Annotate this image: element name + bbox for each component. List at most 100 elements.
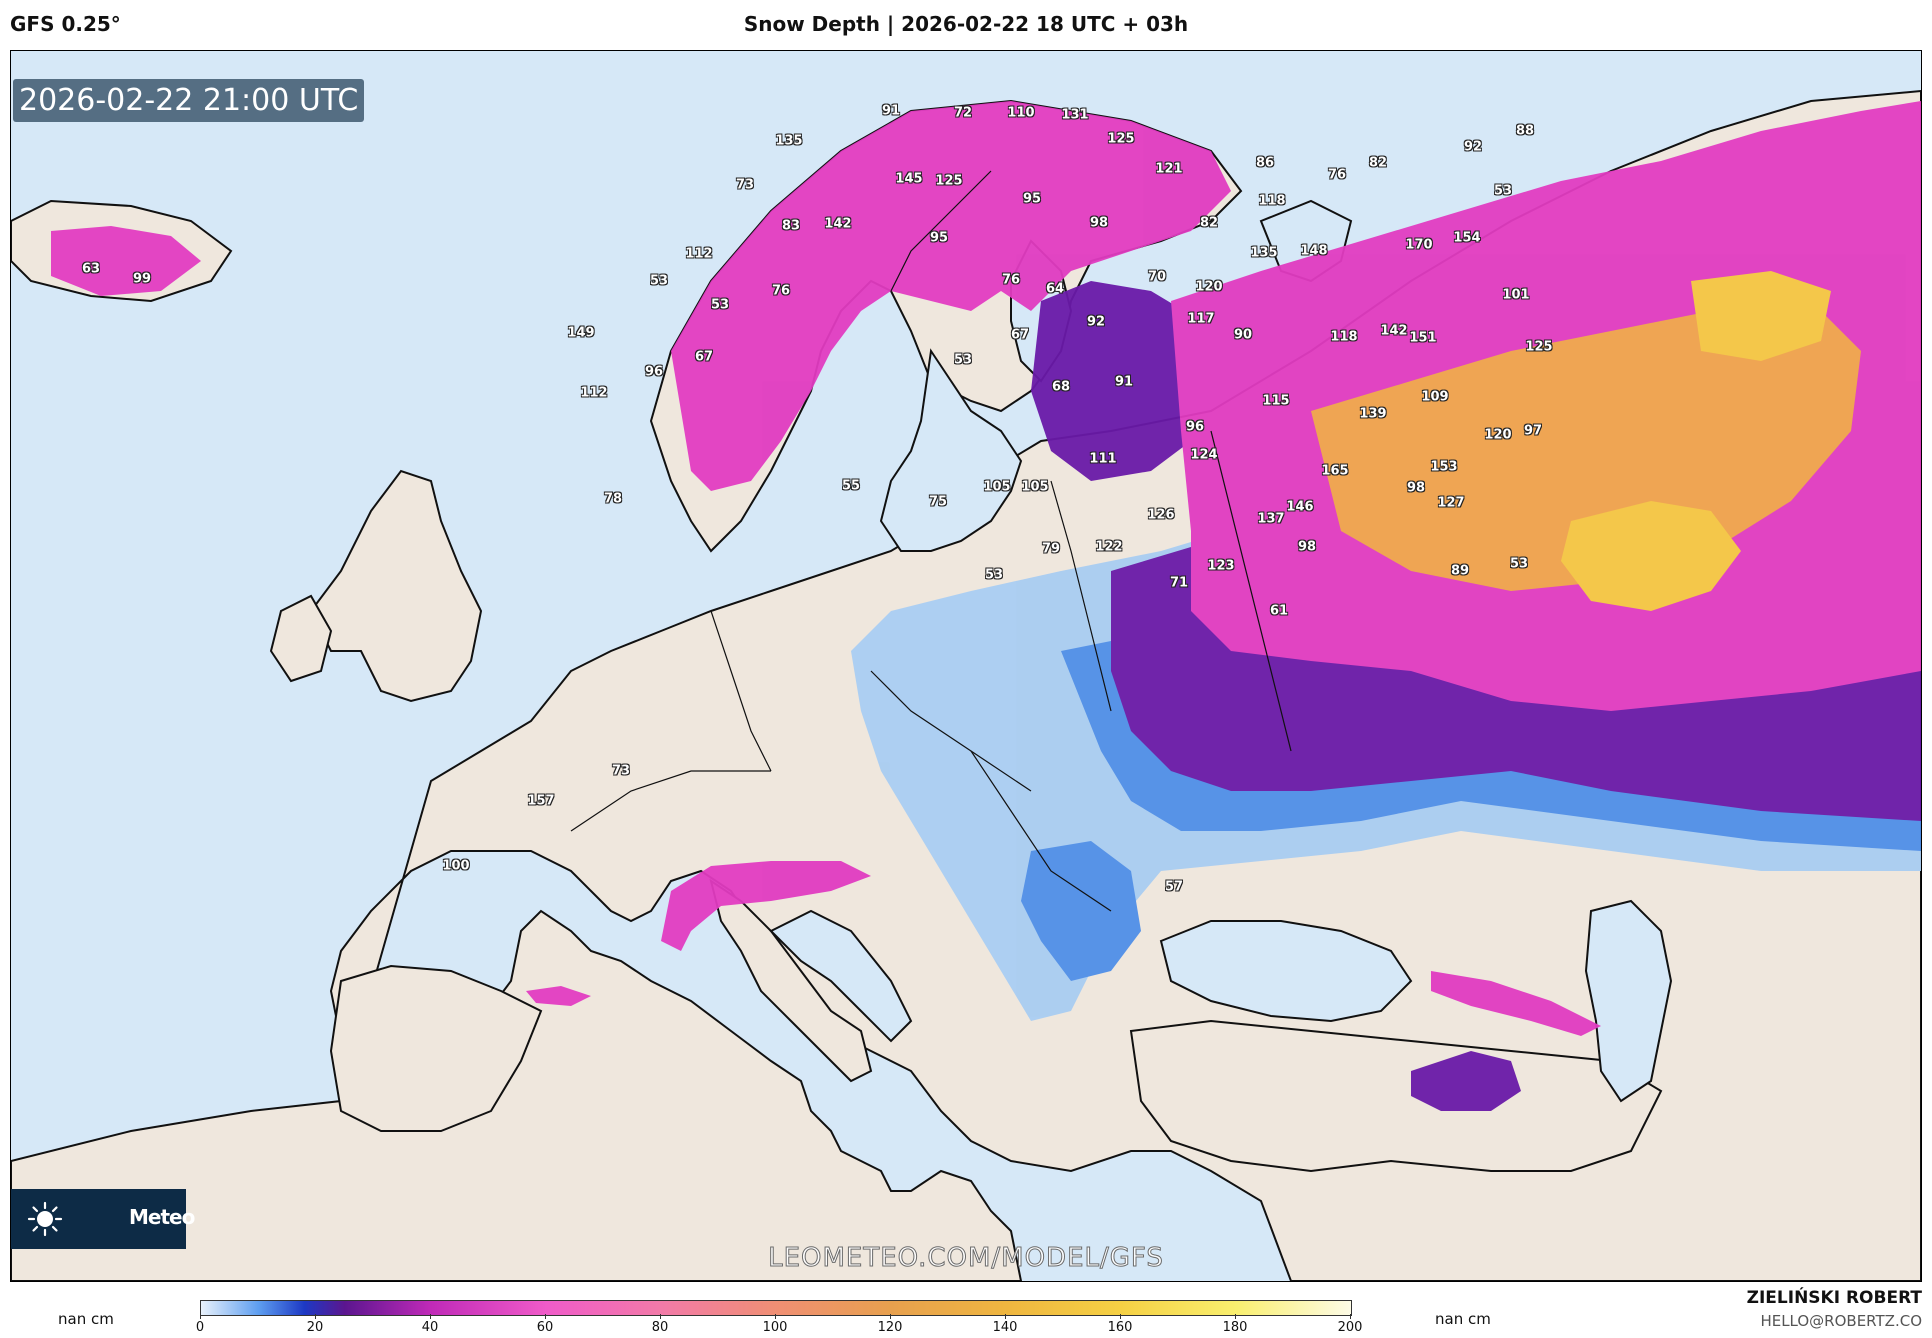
caspian-sea [1584, 899, 1673, 1103]
colorbar-tick-mark [200, 1314, 201, 1319]
black-sea [1159, 920, 1413, 1023]
snow-depth-value-label: 82 [1199, 215, 1219, 231]
snow-depth-value-label: 120 [1484, 427, 1512, 443]
snow-depth-value-label: 98 [1297, 539, 1317, 555]
colorbar [200, 1300, 1352, 1316]
colorbar-tick-label: 0 [195, 1320, 205, 1335]
colorbar-tick-mark [775, 1314, 776, 1319]
land-italy [709, 878, 873, 1083]
snow-depth-value-label: 53 [984, 567, 1004, 583]
snow-depth-value-label: 101 [1502, 287, 1530, 303]
snow-depth-value-label: 105 [1021, 479, 1049, 495]
snow-depth-value-label: 105 [983, 479, 1011, 495]
snow-depth-value-label: 111 [1089, 451, 1117, 467]
snow-depth-value-label: 68 [1051, 379, 1071, 395]
map-canvas [11, 89, 1921, 1281]
snow-depth-value-label: 122 [1095, 539, 1123, 555]
land-iberia [329, 964, 543, 1132]
snow-depth-value-label: 98 [1406, 480, 1426, 496]
snow-depth-value-label: 70 [1147, 269, 1167, 285]
snow-depth-value-label: 137 [1257, 511, 1285, 527]
snow-depth-value-label: 157 [527, 793, 555, 809]
author-email[interactable]: HELLO@ROBERTZ.CO [1760, 1312, 1922, 1330]
snow-scandinavia-magenta [671, 101, 1231, 491]
snow-depth-value-label: 55 [841, 478, 861, 494]
land-britain [309, 469, 483, 703]
snow-depth-value-label: 76 [1001, 272, 1021, 288]
snow-depth-value-label: 118 [1258, 193, 1286, 209]
snow-depth-value-label: 120 [1195, 279, 1223, 295]
snow-depth-value-label: 148 [1300, 243, 1328, 259]
colorbar-tick-mark [1235, 1314, 1236, 1319]
colorbar-tick-label: 200 [1337, 1320, 1363, 1335]
snow-depth-value-label: 117 [1187, 311, 1215, 327]
snow-depth-value-label: 67 [694, 349, 714, 365]
snow-depth-value-label: 100 [442, 858, 470, 874]
colorbar-right-label: nan cm [1435, 1310, 1491, 1328]
colorbar-tick-mark [430, 1314, 431, 1319]
snow-russia-orange [1311, 301, 1861, 591]
snow-layer [51, 101, 1921, 1111]
colorbar-tick-label: 120 [877, 1320, 903, 1335]
snow-depth-value-label: 125 [1107, 131, 1135, 147]
snow-depth-value-label: 112 [580, 385, 608, 401]
model-label: GFS 0.25° [10, 12, 121, 36]
baltic-sea [879, 348, 1023, 552]
snow-depth-value-label: 95 [929, 230, 949, 246]
snow-depth-value-label: 72 [953, 105, 973, 121]
snow-russia-yellow-north [1691, 271, 1831, 361]
snow-depth-map[interactable]: 2026-02-22 21:00 UTC 135 91 72 110 131 125 121… [10, 50, 1922, 1282]
colorbar-tick-mark [1005, 1314, 1006, 1319]
snow-depth-value-label: 53 [1509, 556, 1529, 572]
colorbar-tick-mark [1120, 1314, 1121, 1319]
snow-depth-value-label: 135 [1250, 245, 1278, 261]
snow-russia-yellow [1561, 501, 1741, 611]
snow-depth-value-label: 165 [1321, 463, 1349, 479]
snow-depth-value-label: 121 [1155, 161, 1183, 177]
snow-depth-value-label: 124 [1190, 447, 1218, 463]
land-ireland [269, 594, 333, 683]
snow-scandinavia-purple [1031, 281, 1211, 481]
snow-depth-value-label: 88 [1515, 123, 1535, 139]
snow-depth-value-label: 53 [953, 352, 973, 368]
snow-depth-value-label: 125 [935, 173, 963, 189]
snow-depth-value-label: 131 [1061, 107, 1089, 123]
snow-pyrenees [526, 986, 591, 1006]
snow-depth-value-label: 139 [1359, 406, 1387, 422]
snow-iceland [51, 226, 201, 296]
snow-depth-value-label: 98 [1089, 215, 1109, 231]
colorbar-left-label: nan cm [58, 1310, 114, 1328]
snow-depth-value-label: 53 [649, 273, 669, 289]
map-title: Snow Depth | 2026-02-22 18 UTC + 03h [743, 12, 1189, 36]
meteo-logo[interactable]: Meteo [11, 1189, 195, 1249]
snow-depth-value-label: 96 [1185, 419, 1205, 435]
adriatic-sea [769, 909, 913, 1043]
snow-depth-value-label: 63 [81, 261, 101, 277]
snow-depth-value-label: 73 [735, 177, 755, 193]
snow-depth-value-label: 142 [824, 216, 852, 232]
snow-depth-value-label: 118 [1330, 329, 1358, 345]
snow-balkans [1021, 841, 1141, 981]
snow-depth-value-label: 126 [1147, 507, 1175, 523]
snow-caucasus [1431, 971, 1601, 1036]
snow-depth-value-label: 110 [1007, 105, 1035, 121]
snow-depth-value-label: 170 [1405, 237, 1433, 253]
snow-depth-value-label: 127 [1437, 495, 1465, 511]
colorbar-tick-mark [890, 1314, 891, 1319]
snow-depth-value-label: 75 [928, 494, 948, 510]
snow-depth-value-label: 89 [1450, 563, 1470, 579]
snow-depth-value-label: 109 [1421, 389, 1449, 405]
colorbar-tick-label: 60 [536, 1320, 554, 1335]
snow-depth-value-label: 154 [1453, 230, 1481, 246]
snow-depth-value-label: 86 [1255, 155, 1275, 171]
sea-layer [769, 199, 1673, 1103]
colorbar-tick-label: 80 [651, 1320, 669, 1335]
snow-depth-value-label: 90 [1233, 327, 1253, 343]
watermark: LEOMETEO.COM/MODEL/GFS [768, 1243, 1164, 1274]
snow-depth-value-label: 115 [1262, 393, 1290, 409]
snow-depth-value-label: 78 [603, 491, 623, 507]
snow-depth-value-label: 149 [567, 325, 595, 341]
land-anatolia [1129, 1019, 1663, 1173]
snow-turkey-east [1411, 1051, 1521, 1111]
snow-depth-value-label: 61 [1269, 603, 1289, 619]
